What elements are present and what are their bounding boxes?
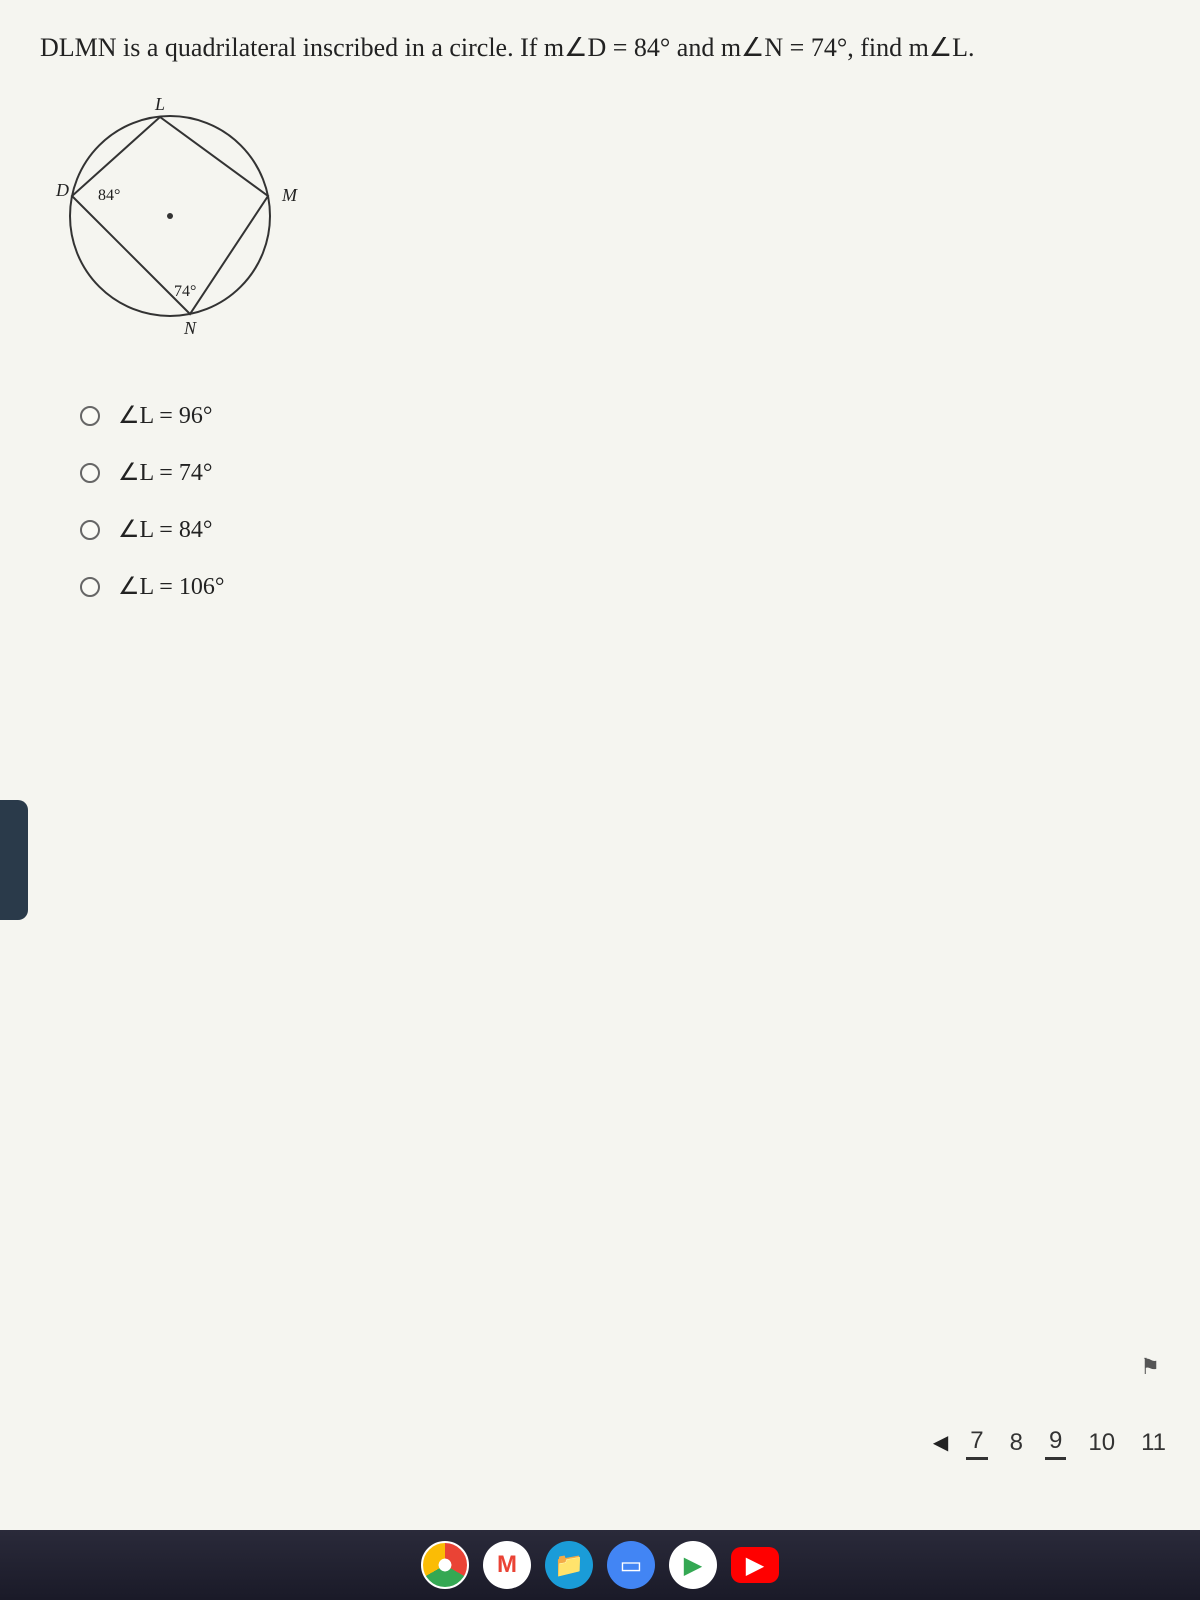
radio-icon[interactable] — [80, 520, 100, 540]
pager-num[interactable]: 8 — [1006, 1427, 1027, 1459]
play-glyph: ▶ — [684, 1551, 702, 1580]
browser-side-tab[interactable] — [0, 800, 28, 920]
label-d: D — [55, 180, 69, 200]
question-suffix: , find m∠L. — [847, 33, 974, 62]
answer-label: ∠L = 74° — [118, 458, 212, 487]
files-glyph: 📁 — [554, 1551, 584, 1580]
angle-n-label: 74° — [174, 283, 196, 300]
docs-icon[interactable]: ▭ — [607, 1541, 655, 1589]
pager-num[interactable]: 9 — [1045, 1425, 1066, 1460]
chrome-icon[interactable] — [421, 1541, 469, 1589]
pager-prev-icon[interactable]: ◀ — [933, 1430, 948, 1455]
youtube-icon[interactable]: ▶ — [731, 1547, 779, 1583]
gmail-glyph: M — [497, 1551, 517, 1579]
radio-icon[interactable] — [80, 463, 100, 483]
answer-choices: ∠L = 96° ∠L = 74° ∠L = 84° ∠L = 106° — [80, 401, 1160, 601]
answer-label: ∠L = 96° — [118, 401, 212, 430]
answer-label: ∠L = 106° — [118, 572, 224, 601]
angle-d-label: 84° — [98, 187, 120, 204]
radio-icon[interactable] — [80, 577, 100, 597]
label-l: L — [154, 96, 165, 114]
question-mid: and m∠N = — [670, 33, 811, 62]
label-m: M — [281, 185, 298, 205]
question-prefix: DLMN is a quadrilateral inscribed in a c… — [40, 33, 634, 62]
question-pager: ◀ 7 8 9 10 11 — [933, 1425, 1170, 1460]
taskbar: M 📁 ▭ ▶ ▶ — [0, 1530, 1200, 1600]
play-store-icon[interactable]: ▶ — [669, 1541, 717, 1589]
answer-choice[interactable]: ∠L = 74° — [80, 458, 1160, 487]
center-dot — [167, 213, 173, 219]
docs-glyph: ▭ — [620, 1551, 643, 1580]
gmail-icon[interactable]: M — [483, 1541, 531, 1589]
question-text: DLMN is a quadrilateral inscribed in a c… — [40, 30, 1160, 66]
circle-diagram: L M N D 84° 74° — [50, 96, 1160, 361]
answer-choice[interactable]: ∠L = 96° — [80, 401, 1160, 430]
yt-glyph: ▶ — [746, 1551, 764, 1580]
question-panel: DLMN is a quadrilateral inscribed in a c… — [0, 0, 1200, 659]
answer-label: ∠L = 84° — [118, 515, 212, 544]
pager-num[interactable]: 10 — [1084, 1427, 1119, 1459]
angle-n-value: 74° — [811, 33, 847, 62]
files-icon[interactable]: 📁 — [545, 1541, 593, 1589]
pager-num[interactable]: 7 — [966, 1425, 987, 1460]
flag-question-button[interactable]: ⚑ — [1140, 1354, 1160, 1380]
answer-choice[interactable]: ∠L = 84° — [80, 515, 1160, 544]
radio-icon[interactable] — [80, 406, 100, 426]
flag-icon: ⚑ — [1140, 1354, 1160, 1379]
pager-num[interactable]: 11 — [1137, 1427, 1170, 1459]
diagram-svg: L M N D 84° 74° — [50, 96, 310, 356]
answer-choice[interactable]: ∠L = 106° — [80, 572, 1160, 601]
label-n: N — [183, 318, 197, 338]
angle-d-value: 84° — [634, 33, 670, 62]
